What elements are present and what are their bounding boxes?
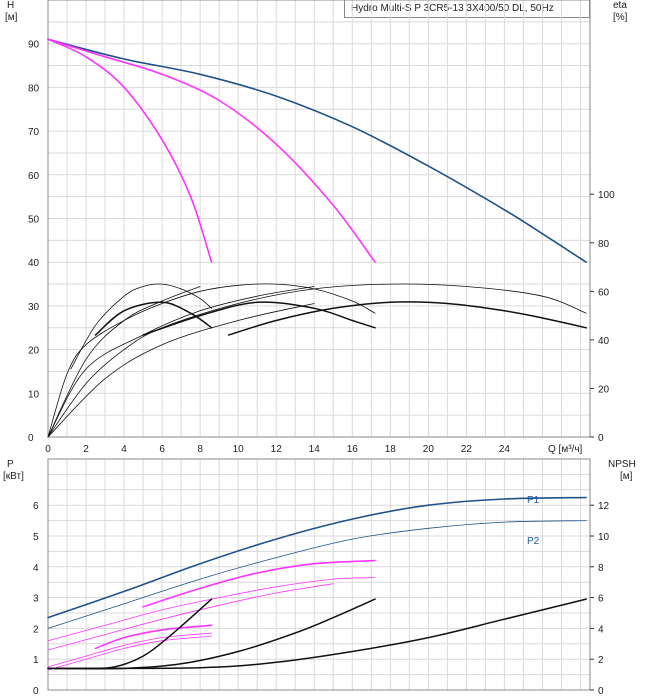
- y-tick-left: 40: [28, 258, 40, 269]
- x-axis-label: Q [м³/ч]: [548, 444, 583, 455]
- curve-npsh: [47, 598, 376, 670]
- y-tick-right: 0: [598, 433, 604, 444]
- curve-power-reduced-thin: [47, 635, 212, 671]
- curve-head-full: [47, 38, 587, 263]
- x-tick: 12: [271, 444, 283, 455]
- curve-eta: [142, 301, 376, 336]
- y-tick-right: 4: [598, 624, 604, 635]
- y-tick-left: 60: [28, 171, 40, 182]
- x-tick: 8: [197, 444, 203, 455]
- y-tick-left: 6: [33, 501, 39, 512]
- x-tick: 14: [309, 444, 321, 455]
- y-tick-left: 90: [28, 40, 40, 51]
- y-tick-right: 100: [598, 190, 615, 201]
- y-tick-right: 80: [598, 239, 610, 250]
- curve-eta: [227, 301, 587, 336]
- y-tick-right: 20: [598, 384, 610, 395]
- y-tick-left: 0: [28, 433, 34, 444]
- y-tick-left: 20: [28, 346, 40, 357]
- y-tick-left: 30: [28, 302, 40, 313]
- curve-power-reduced-thin: [47, 577, 376, 642]
- x-tick: 16: [347, 444, 359, 455]
- plot-frames: [47, 0, 591, 691]
- y-tick-left: 4: [33, 563, 39, 574]
- top-curves: [47, 38, 587, 438]
- top-left-axis-name: H: [7, 0, 14, 11]
- y-tick-right: 6: [598, 594, 604, 605]
- bottom-right-axis-unit: [м]: [620, 471, 633, 482]
- y-tick-left: 80: [28, 83, 40, 94]
- top-right-axis-unit: [%]: [613, 12, 628, 23]
- y-tick-left: 10: [28, 389, 40, 400]
- curve-head-reduced: [47, 38, 213, 263]
- bottom-left-axis-unit: [кВт]: [3, 471, 24, 482]
- y-tick-left: 2: [33, 624, 39, 635]
- y-tick-right: 12: [598, 501, 610, 512]
- curve-eta: [94, 301, 213, 336]
- y-tick-left: 70: [28, 127, 40, 138]
- curve-power-full-p1: [47, 496, 587, 619]
- x-tick: 6: [159, 444, 165, 455]
- y-tick-right: 40: [598, 336, 610, 347]
- curve-eta-thin: [70, 283, 212, 370]
- bottom-right-axis-name: NPSH: [608, 459, 636, 470]
- top-plot-frame: [47, 0, 591, 438]
- y-tick-left: 3: [33, 594, 39, 605]
- y-tick-left: 1: [33, 655, 39, 666]
- curve-power-reduced-thin: [47, 632, 212, 668]
- x-tick: 24: [499, 444, 511, 455]
- x-tick: 22: [461, 444, 473, 455]
- curve-power-reduced-thin: [47, 583, 334, 651]
- series-label-p2: P2: [527, 536, 540, 547]
- x-tick: 0: [45, 444, 51, 455]
- top-left-axis-unit: [м]: [5, 12, 18, 23]
- bottom-left-axis-name: P: [7, 459, 14, 470]
- y-tick-left: 5: [33, 532, 39, 543]
- x-tick: 2: [83, 444, 89, 455]
- y-tick-right: 10: [598, 532, 610, 543]
- curve-power-reduced: [142, 559, 376, 608]
- curve-power-reduced: [94, 624, 213, 650]
- grid-top: [48, 0, 590, 437]
- grid-bot: [48, 459, 590, 690]
- y-tick-right: 60: [598, 287, 610, 298]
- y-tick-right: 0: [598, 686, 604, 697]
- series-label-p1: P1: [527, 495, 540, 506]
- y-tick-right: 8: [598, 563, 604, 574]
- curve-head-reduced: [47, 38, 376, 263]
- curve-eta-thin: [47, 286, 201, 438]
- y-tick-left: 50: [28, 215, 40, 226]
- y-tick-left: 0: [33, 686, 39, 697]
- curve-eta-thin: [47, 286, 315, 438]
- curve-eta-thin: [47, 283, 376, 438]
- y-tick-right: 2: [598, 655, 604, 666]
- x-tick: 18: [385, 444, 397, 455]
- x-tick: 10: [233, 444, 245, 455]
- top-right-axis-name: eta: [613, 0, 627, 11]
- curve-eta-thin: [47, 283, 587, 438]
- curve-npsh: [47, 598, 587, 670]
- bottom-curves: [47, 496, 587, 671]
- x-tick: 20: [423, 444, 435, 455]
- curve-power-full-thin-p2: [47, 520, 587, 629]
- curve-eta-thin: [47, 303, 315, 438]
- x-tick: 4: [121, 444, 127, 455]
- bottom-plot-frame: [47, 458, 591, 691]
